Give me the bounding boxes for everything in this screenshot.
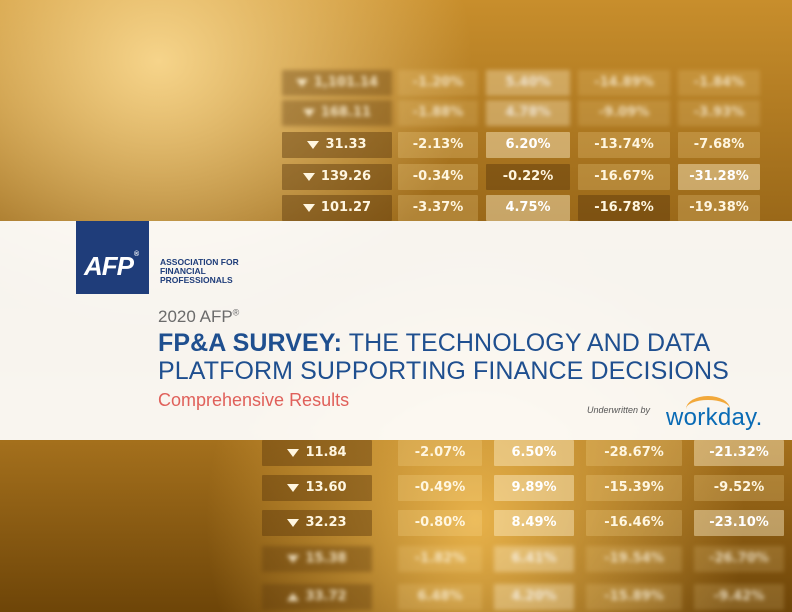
ticker-price-value: 31.33 [325,137,367,152]
ticker-row: 31.33 -2.13% 6.20% -13.74% -7.68% [0,132,792,160]
ticker-change: -1.88% [398,100,478,126]
ticker-change: -14.89% [578,70,670,96]
ticker-row: 1,101.14 -1.20% 5.40% -14.89% -1.84% [0,70,792,98]
workday-logo: workday. [666,404,763,431]
ticker-row: 139.26 -0.34% -0.22% -16.67% -31.28% [0,164,792,192]
ticker-row: 11.84 -2.07% 6.50% -28.67% -21.32% [0,440,792,468]
underwritten-label: Underwritten by [587,405,651,415]
ticker-row: 33.72 6.48% 4.20% -15.89% -9.42% [0,584,792,612]
ticker-row: 168.11 -1.88% 4.78% -9.09% -3.93% [0,100,792,128]
ticker-change: -0.34% [398,164,478,190]
up-arrow-icon [287,592,300,601]
ticker-change: -16.46% [586,510,682,536]
report-title: FP&A SURVEY: THE TECHNOLOGY AND DATA PLA… [158,329,778,385]
ticker-change: -9.52% [694,475,784,501]
registered-mark: ® [134,251,139,258]
ticker-change: -1.20% [398,70,478,96]
ticker-change: -23.10% [694,510,784,536]
workday-logo-arc-icon [686,396,730,422]
down-arrow-icon [287,483,300,492]
report-year-text: 2020 AFP [158,307,233,326]
down-arrow-icon [302,203,315,212]
ticker-price-value: 139.26 [320,169,372,184]
ticker-price: 13.60 [262,475,372,501]
ticker-change: -31.28% [678,164,760,190]
ticker-change: 4.75% [486,195,570,221]
ticker-change: 6.41% [494,546,574,572]
ticker-price-value: 33.72 [305,589,347,604]
ticker-change: -16.67% [578,164,670,190]
ticker-row: 101.27 -3.37% 4.75% -16.78% -19.38% [0,195,792,223]
afp-logo-letters: AFP [84,251,134,281]
ticker-change: 9.89% [494,475,574,501]
ticker-price: 1,101.14 [282,70,392,96]
ticker-price: 33.72 [262,584,372,610]
ticker-row: 15.38 -1.82% 6.41% -19.54% -26.70% [0,546,792,574]
ticker-price-value: 101.27 [320,200,372,215]
ticker-price: 31.33 [282,132,392,158]
down-arrow-icon [302,108,315,117]
report-title-bold: FP&A SURVEY: [158,329,343,357]
ticker-price-value: 168.11 [320,105,372,120]
ticker-change: 5.40% [486,70,570,96]
down-arrow-icon [302,172,315,181]
report-year-label: 2020 AFP® [158,307,239,327]
ticker-price: 32.23 [262,510,372,536]
down-arrow-icon [287,554,300,563]
ticker-change: -15.39% [586,475,682,501]
ticker-price: 101.27 [282,195,392,221]
ticker-price-value: 1,101.14 [313,75,379,90]
ticker-price-value: 32.23 [305,515,347,530]
ticker-row: 32.23 -0.80% 8.49% -16.46% -23.10% [0,510,792,538]
ticker-change: -2.07% [398,440,482,466]
ticker-change: -3.37% [398,195,478,221]
report-subtitle: Comprehensive Results [158,390,350,410]
ticker-change: 4.20% [494,584,574,610]
ticker-change: 6.48% [398,584,482,610]
down-arrow-icon [287,518,300,527]
ticker-price-value: 13.60 [305,480,347,495]
ticker-change: -16.78% [578,195,670,221]
ticker-change: -21.32% [694,440,784,466]
down-arrow-icon [295,78,308,87]
ticker-change: -9.42% [694,584,784,610]
ticker-change: -15.89% [586,584,682,610]
afp-logo-mark: AFP® [84,251,139,282]
ticker-change: 6.50% [494,440,574,466]
ticker-price-value: 11.84 [305,445,347,460]
ticker-change: -0.49% [398,475,482,501]
ticker-change: 6.20% [486,132,570,158]
ticker-change: -19.38% [678,195,760,221]
ticker-change: -0.22% [486,164,570,190]
ticker-change: -1.82% [398,546,482,572]
ticker-price: 168.11 [282,100,392,126]
down-arrow-icon [307,140,320,149]
down-arrow-icon [287,448,300,457]
organization-name: ASSOCIATION FOR FINANCIAL PROFESSIONALS [160,257,239,285]
ticker-change: 4.78% [486,100,570,126]
afp-logo: AFP® [76,221,149,294]
ticker-change: 8.49% [494,510,574,536]
ticker-price: 15.38 [262,546,372,572]
ticker-change: -0.80% [398,510,482,536]
ticker-change: -9.09% [578,100,670,126]
ticker-change: -28.67% [586,440,682,466]
ticker-row: 13.60 -0.49% 9.89% -15.39% -9.52% [0,475,792,503]
ticker-price-value: 15.38 [305,551,347,566]
ticker-change: -19.54% [586,546,682,572]
ticker-change: -1.84% [678,70,760,96]
ticker-change: -7.68% [678,132,760,158]
ticker-change: -3.93% [678,100,760,126]
ticker-price: 11.84 [262,440,372,466]
report-title-rest: THE TECHNOLOGY AND DATA PLATFORM SUPPORT… [158,329,729,385]
ticker-change: -13.74% [578,132,670,158]
ticker-change: -26.70% [694,546,784,572]
ticker-price: 139.26 [282,164,392,190]
ticker-change: -2.13% [398,132,478,158]
registered-mark: ® [232,307,240,318]
